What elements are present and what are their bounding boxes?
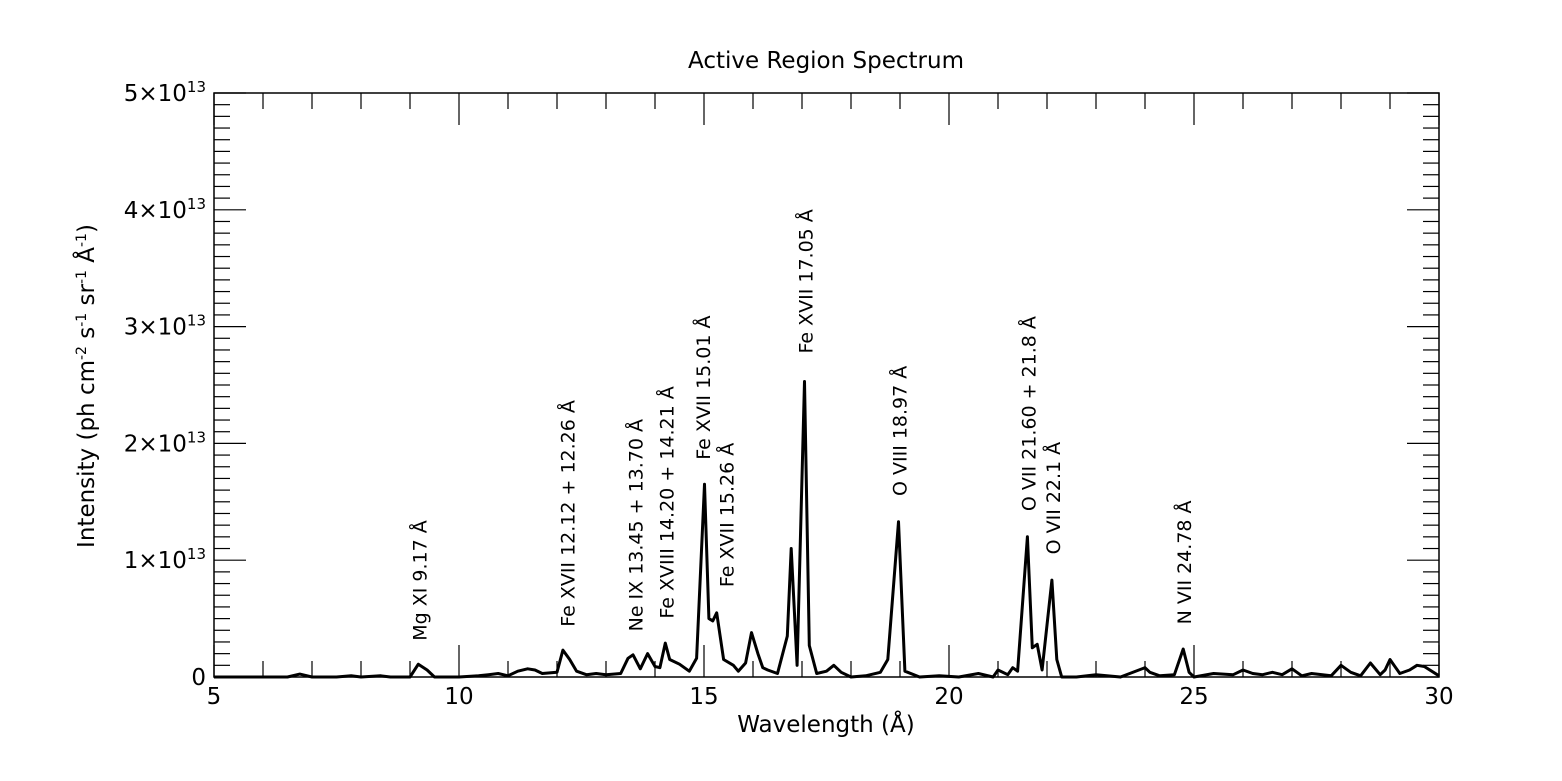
- axis-ticks: [213, 92, 1440, 678]
- x-tick-label: 15: [689, 684, 718, 710]
- chart-title: Active Region Spectrum: [688, 48, 964, 74]
- x-tick-label: 30: [1424, 684, 1453, 710]
- line-annotation: O VII 21.60 + 21.8 Å: [1017, 316, 1040, 511]
- y-axis-label: Intensity (ph cm-2 s-1 sr-1 Å-1): [72, 224, 100, 548]
- line-annotation: Ne IX 13.45 + 13.70 Å: [624, 419, 647, 631]
- x-tick-label: 5: [207, 684, 222, 710]
- y-tick-label: 4×1013: [124, 195, 206, 224]
- spectrum-series: [214, 380, 1440, 679]
- spectrum-line: [214, 380, 1440, 679]
- line-annotations: Mg XI 9.17 Å Fe XVII 12.12 + 12.26 Å Ne IX…: [408, 209, 1196, 641]
- y-tick-label: 1×1013: [124, 545, 206, 574]
- tick-labels: 5 10 15 20 25 30 0 1×1013 2×1013 3×1013 4×1013 5×10…: [124, 78, 1454, 710]
- line-annotation: N VII 24.78 Å: [1173, 500, 1196, 624]
- x-tick-label: 25: [1179, 684, 1208, 710]
- line-annotation: Fe XVIII 14.20 + 14.21 Å: [655, 386, 678, 618]
- plot-frame: [213, 92, 1440, 678]
- line-annotation: Fe XVII 15.26 Å: [716, 443, 739, 587]
- y-tick-label: 5×1013: [124, 78, 206, 107]
- line-annotation: Fe XVII 15.01 Å: [692, 315, 715, 459]
- line-annotation: Mg XI 9.17 Å: [408, 520, 431, 641]
- y-tick-label: 3×1013: [124, 312, 206, 341]
- x-axis-label: Wavelength (Å): [737, 710, 914, 738]
- line-annotation: Fe XVII 12.12 + 12.26 Å: [556, 400, 579, 627]
- x-tick-label: 20: [934, 684, 963, 710]
- line-annotation: Fe XVII 17.05 Å: [795, 209, 818, 353]
- y-tick-label: 0: [191, 665, 206, 691]
- line-annotation: O VII 22.1 Å: [1042, 442, 1065, 555]
- x-tick-label: 10: [444, 684, 473, 710]
- y-tick-label: 2×1013: [124, 428, 206, 457]
- line-annotation: O VIII 18.97 Å: [889, 366, 912, 496]
